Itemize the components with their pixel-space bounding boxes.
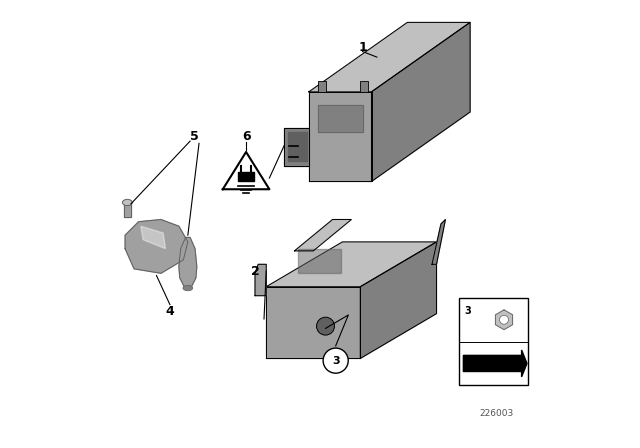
Text: 2: 2 (251, 264, 259, 278)
Circle shape (500, 315, 509, 324)
Text: 6: 6 (242, 130, 250, 143)
Polygon shape (360, 242, 436, 358)
Text: 1: 1 (358, 40, 367, 54)
Polygon shape (284, 128, 309, 166)
Text: 5: 5 (190, 130, 199, 143)
Circle shape (317, 317, 335, 335)
Polygon shape (309, 92, 371, 181)
Polygon shape (298, 249, 341, 273)
Ellipse shape (183, 285, 193, 291)
Text: 3: 3 (332, 356, 339, 366)
Ellipse shape (122, 199, 132, 206)
Polygon shape (238, 172, 254, 181)
Polygon shape (223, 152, 269, 189)
Polygon shape (124, 202, 131, 217)
Polygon shape (288, 132, 307, 161)
Bar (317, 81, 326, 92)
Polygon shape (294, 220, 351, 251)
Text: 226003: 226003 (480, 409, 514, 418)
Text: 4: 4 (166, 305, 174, 318)
Text: 3: 3 (464, 306, 471, 316)
Polygon shape (125, 220, 188, 273)
Bar (459, 298, 529, 385)
Polygon shape (266, 242, 436, 287)
Polygon shape (141, 226, 165, 249)
Polygon shape (463, 350, 527, 377)
Polygon shape (371, 22, 470, 181)
Polygon shape (255, 264, 266, 296)
Circle shape (323, 348, 348, 373)
Polygon shape (317, 105, 362, 132)
Polygon shape (309, 22, 470, 92)
Bar (360, 81, 369, 92)
Polygon shape (179, 237, 197, 287)
Polygon shape (432, 220, 445, 264)
Polygon shape (266, 287, 360, 358)
Polygon shape (495, 310, 513, 330)
